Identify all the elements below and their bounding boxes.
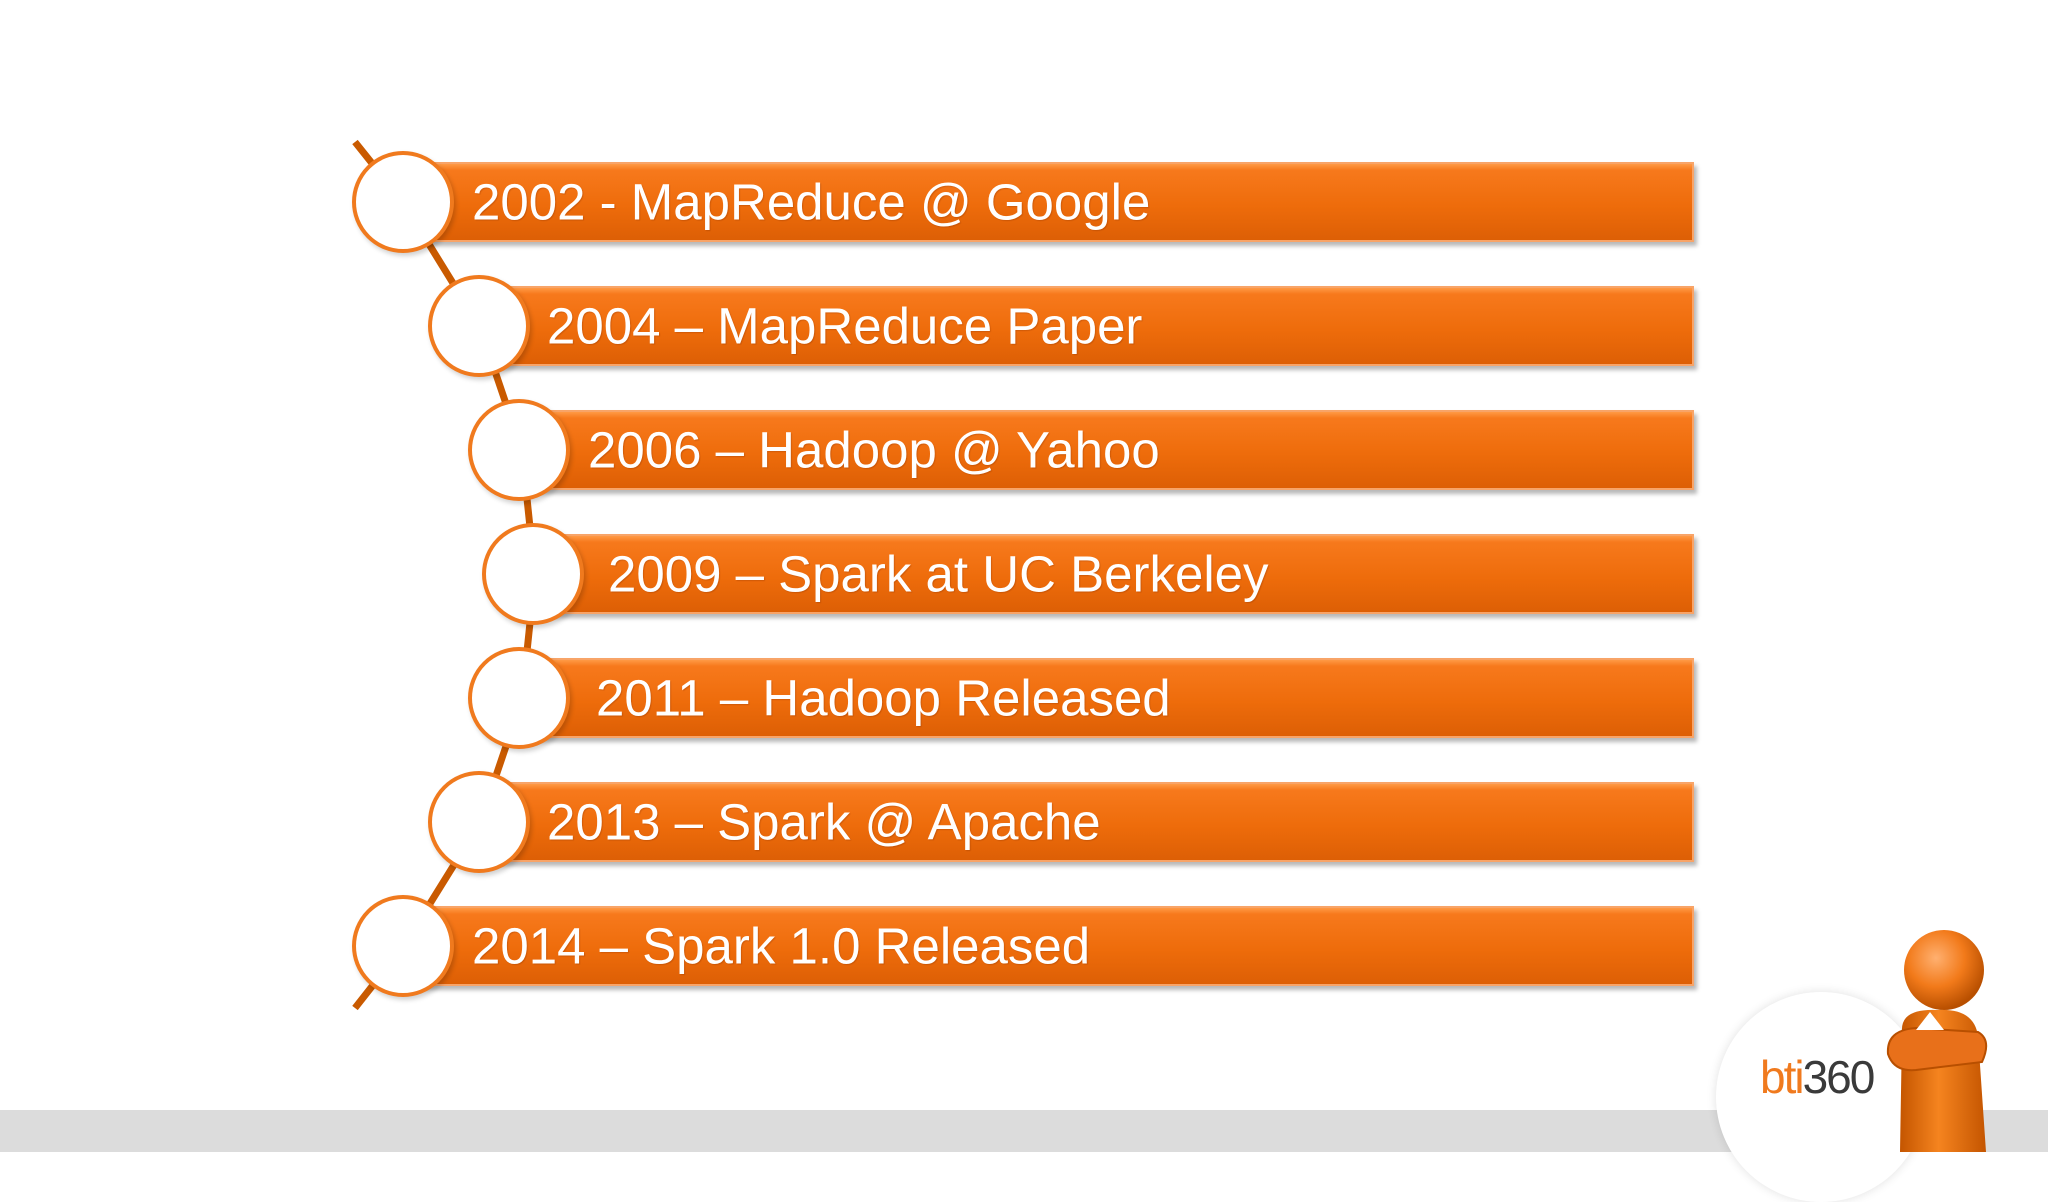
timeline-node <box>468 399 570 501</box>
event-label: 2004 – MapReduce Paper <box>547 297 1143 355</box>
timeline-bar: 2002 - MapReduce @ Google <box>420 162 1694 242</box>
timeline-bar: 2004 – MapReduce Paper <box>495 286 1694 366</box>
timeline-node <box>352 895 454 997</box>
slide: 2002 - MapReduce @ Google 2004 – MapRedu… <box>0 139 2048 1202</box>
timeline-node <box>428 771 530 873</box>
timeline-bar: 2006 – Hadoop @ Yahoo <box>536 410 1694 490</box>
logo-suffix: 360 <box>1802 1051 1876 1103</box>
timeline-node <box>468 647 570 749</box>
timeline-bar: 2014 – Spark 1.0 Released <box>420 906 1694 986</box>
timeline-node <box>352 151 454 253</box>
timeline-bar: 2009 – Spark at UC Berkeley <box>550 534 1694 614</box>
logo-brand: bti <box>1760 1051 1805 1103</box>
event-label: 2014 – Spark 1.0 Released <box>472 917 1091 975</box>
timeline-node <box>428 275 530 377</box>
event-label: 2009 – Spark at UC Berkeley <box>608 545 1269 603</box>
logo-text: bti360 <box>1760 1050 1876 1104</box>
mascot-figure-icon <box>1886 925 1989 1152</box>
event-label: 2006 – Hadoop @ Yahoo <box>588 421 1160 479</box>
bottom-strip <box>0 1110 2048 1152</box>
event-label: 2002 - MapReduce @ Google <box>472 173 1151 231</box>
timeline-bar: 2011 – Hadoop Released <box>536 658 1694 738</box>
bti360-logo: bti360 <box>1716 912 2016 1202</box>
timeline-bar: 2013 – Spark @ Apache <box>495 782 1694 862</box>
event-label: 2013 – Spark @ Apache <box>547 793 1101 851</box>
timeline-node <box>482 523 584 625</box>
event-label: 2011 – Hadoop Released <box>596 669 1171 727</box>
